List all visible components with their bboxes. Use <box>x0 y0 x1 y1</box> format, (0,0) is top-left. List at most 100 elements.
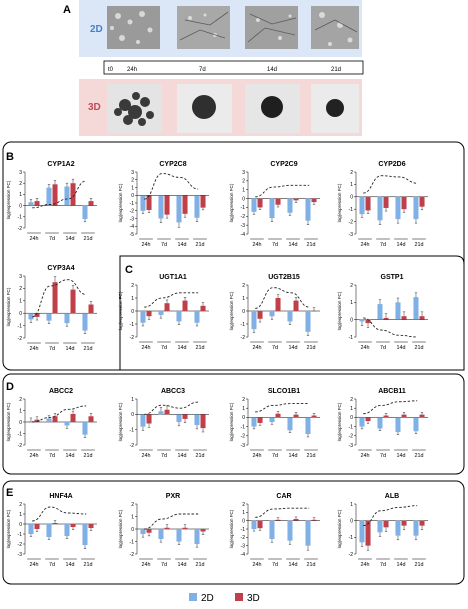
y-tick-label: -2 <box>241 214 246 220</box>
x-tick-label: 14d <box>66 453 75 459</box>
chart-title: CAR <box>276 493 291 500</box>
bar-3d-7d <box>164 303 170 311</box>
bar-3d-24h <box>34 524 40 529</box>
chart-title: ALB <box>385 493 399 500</box>
y-axis-label: log(expression FC) <box>337 291 342 330</box>
panel-letter-e: E <box>6 487 13 499</box>
y-tick-label: 0 <box>350 317 353 323</box>
bar-2d-14d <box>287 198 293 213</box>
chart-ugt2b15: UGT2B15 log(expression FC) -2 -1 0 1 2 24h 7d 14d… <box>229 274 320 351</box>
trend-line <box>144 513 199 530</box>
y-tick-label: 1 <box>242 510 245 516</box>
bar-3d-21d <box>419 520 425 526</box>
x-tick-label: 21d <box>196 242 205 248</box>
y-tick-label: -1 <box>130 539 135 545</box>
bar-2d-14d <box>287 311 293 322</box>
y-tick-label: 1 <box>19 299 22 305</box>
x-tick-label: 14d <box>397 242 406 248</box>
bar-2d-21d <box>413 417 419 432</box>
bar-2d-14d <box>64 313 70 324</box>
y-tick-label: -1 <box>130 201 135 207</box>
y-tick-label: 1 <box>242 296 245 302</box>
bar-2d-24h <box>251 311 257 330</box>
bar-3d-24h <box>257 311 263 319</box>
x-tick-label: 24h <box>361 345 370 351</box>
chart-slco1b1: SLCO1B1 log(expression FC) -3 -2 -1 0 1 2 24h 7d 1… <box>229 388 320 459</box>
y-tick-label: 0 <box>350 195 353 201</box>
x-tick-label: 7d <box>272 242 278 248</box>
x-tick-label: 14d <box>289 242 298 248</box>
bar-3d-7d <box>383 317 389 320</box>
bar-3d-24h <box>365 196 371 211</box>
y-tick-label: -1 <box>241 205 246 211</box>
bar-3d-24h <box>365 520 371 546</box>
y-axis-label: log(expression FC) <box>337 183 342 222</box>
bar-2d-14d <box>395 302 401 320</box>
bar-2d-21d <box>413 520 419 536</box>
y-tick-label: -1 <box>241 527 246 533</box>
bar-3d-21d <box>419 414 425 418</box>
y-tick-label: 1 <box>131 397 134 403</box>
y-tick-label: -2 <box>349 434 354 440</box>
x-tick-label: 21d <box>415 453 424 459</box>
y-tick-label: 0 <box>19 203 22 209</box>
y-tick-label: -4 <box>130 224 135 230</box>
bar-3d-14d <box>293 300 299 311</box>
bar-3d-7d <box>52 282 58 314</box>
y-tick-label: -3 <box>241 223 246 229</box>
y-tick-label: 3 <box>19 170 22 176</box>
bar-3d-7d <box>383 196 389 208</box>
x-tick-label: 14d <box>178 345 187 351</box>
y-tick-label: -3 <box>349 443 354 449</box>
panel-letter-b: B <box>6 151 14 163</box>
y-tick-label: 0 <box>350 518 353 524</box>
y-tick-label: 1 <box>19 512 22 518</box>
y-tick-label: 2 <box>350 170 353 176</box>
trend-line <box>255 403 310 413</box>
bar-2d-7d <box>46 187 52 206</box>
y-axis-label: log(expression FC) <box>229 183 234 222</box>
x-tick-label: 24h <box>361 242 370 248</box>
bar-2d-24h <box>140 414 146 427</box>
y-tick-label: -3 <box>241 443 246 449</box>
y-tick-label: 2 <box>242 502 245 508</box>
y-tick-label: 0 <box>131 412 134 418</box>
y-tick-label: -1 <box>18 323 23 329</box>
bar-2d-21d <box>82 205 88 220</box>
y-axis-label: log(expression FC) <box>6 287 11 326</box>
bar-3d-24h <box>146 529 152 533</box>
x-tick-label: 21d <box>84 453 93 459</box>
x-tick-label: 14d <box>178 562 187 568</box>
y-tick-label: 1 <box>131 514 134 520</box>
chart-title: CYP2C9 <box>270 161 297 168</box>
y-tick-label: 1 <box>19 192 22 198</box>
chart-title: HNF4A <box>49 493 72 500</box>
y-tick-label: -1 <box>18 431 23 437</box>
row-label-3d: 3D <box>88 102 101 113</box>
x-tick-label: 7d <box>380 453 386 459</box>
x-tick-label: 7d <box>161 453 167 459</box>
y-tick-label: -4 <box>241 552 246 558</box>
y-tick-label: 0 <box>19 311 22 317</box>
y-tick-label: -1 <box>241 424 246 430</box>
y-axis-label: log(expression FC) <box>118 183 123 222</box>
y-tick-label: -2 <box>130 552 135 558</box>
chart-gstp1: GSTP1 log(expression FC) -1 0 1 2 24h 7d 14d 21d <box>337 274 428 351</box>
y-tick-label: 2 <box>19 502 22 508</box>
x-tick-label: 24h <box>142 345 151 351</box>
bar-2d-7d <box>377 196 383 221</box>
x-tick-label: 7d <box>380 345 386 351</box>
timeline-tick-21d: 21d <box>331 67 341 73</box>
trend-line <box>363 400 418 415</box>
bar-3d-24h <box>365 319 371 324</box>
x-tick-label: 14d <box>289 453 298 459</box>
x-tick-label: 24h <box>253 242 262 248</box>
bar-2d-7d <box>158 411 164 415</box>
bar-2d-14d <box>176 529 182 542</box>
bar-3d-7d <box>383 520 389 528</box>
bar-3d-24h <box>146 311 152 317</box>
trend-line <box>32 405 87 423</box>
x-tick-label: 21d <box>84 346 93 352</box>
bar-2d-21d <box>194 195 200 218</box>
y-tick-label: 0 <box>19 420 22 426</box>
